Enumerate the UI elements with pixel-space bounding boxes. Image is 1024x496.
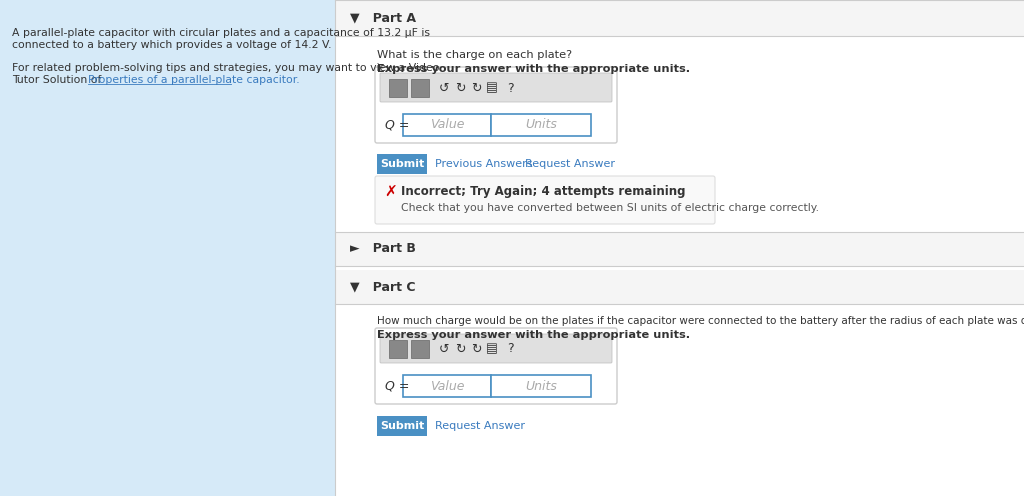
Text: Request Answer: Request Answer xyxy=(525,159,615,169)
FancyBboxPatch shape xyxy=(377,416,427,436)
Text: Properties of a parallel-plate capacitor.: Properties of a parallel-plate capacitor… xyxy=(88,75,300,85)
FancyBboxPatch shape xyxy=(389,79,407,97)
FancyBboxPatch shape xyxy=(380,334,612,363)
Text: A parallel-plate capacitor with circular plates and a capacitance of 13.2 μF is: A parallel-plate capacitor with circular… xyxy=(12,28,430,38)
Text: Incorrect; Try Again; 4 attempts remaining: Incorrect; Try Again; 4 attempts remaini… xyxy=(401,186,685,198)
Text: ▤: ▤ xyxy=(486,81,498,95)
FancyBboxPatch shape xyxy=(377,154,427,174)
Text: ↻: ↻ xyxy=(471,81,481,95)
Text: Value: Value xyxy=(430,119,464,131)
FancyBboxPatch shape xyxy=(490,375,591,397)
Text: Submit: Submit xyxy=(380,159,424,169)
FancyBboxPatch shape xyxy=(335,232,1024,266)
Text: ►   Part B: ► Part B xyxy=(350,243,416,255)
Text: Units: Units xyxy=(525,379,557,392)
Text: Express your answer with the appropriate units.: Express your answer with the appropriate… xyxy=(377,330,690,340)
Text: Q =: Q = xyxy=(385,119,410,131)
Text: ✗: ✗ xyxy=(385,185,397,199)
FancyBboxPatch shape xyxy=(403,375,490,397)
FancyBboxPatch shape xyxy=(411,79,429,97)
Text: ↻: ↻ xyxy=(471,343,481,356)
Text: ↺: ↺ xyxy=(438,343,450,356)
Text: For related problem-solving tips and strategies, you may want to view a Video: For related problem-solving tips and str… xyxy=(12,63,439,73)
Text: How much charge would be on the plates if the capacitor were connected to the ba: How much charge would be on the plates i… xyxy=(377,316,1024,326)
Text: ↻: ↻ xyxy=(455,343,465,356)
Text: ↺: ↺ xyxy=(438,81,450,95)
Text: ?: ? xyxy=(507,81,513,95)
FancyBboxPatch shape xyxy=(403,114,490,136)
FancyBboxPatch shape xyxy=(380,73,612,102)
Text: ▼   Part A: ▼ Part A xyxy=(350,11,416,24)
FancyBboxPatch shape xyxy=(335,0,1024,36)
FancyBboxPatch shape xyxy=(389,340,407,358)
Text: Tutor Solution of: Tutor Solution of xyxy=(12,75,104,85)
Text: Check that you have converted between SI units of electric charge correctly.: Check that you have converted between SI… xyxy=(401,203,819,213)
Text: ▤: ▤ xyxy=(486,343,498,356)
Text: ▼   Part C: ▼ Part C xyxy=(350,281,416,294)
Text: ↻: ↻ xyxy=(455,81,465,95)
Text: ?: ? xyxy=(507,343,513,356)
FancyBboxPatch shape xyxy=(490,114,591,136)
Text: Express your answer with the appropriate units.: Express your answer with the appropriate… xyxy=(377,64,690,74)
FancyBboxPatch shape xyxy=(411,340,429,358)
FancyBboxPatch shape xyxy=(375,328,617,404)
Text: Previous Answers: Previous Answers xyxy=(435,159,532,169)
FancyBboxPatch shape xyxy=(375,67,617,143)
Text: Request Answer: Request Answer xyxy=(435,421,525,431)
Text: Q =: Q = xyxy=(385,379,410,392)
Text: connected to a battery which provides a voltage of 14.2 V.: connected to a battery which provides a … xyxy=(12,40,332,50)
Text: Units: Units xyxy=(525,119,557,131)
Text: Submit: Submit xyxy=(380,421,424,431)
FancyBboxPatch shape xyxy=(375,176,715,224)
FancyBboxPatch shape xyxy=(335,270,1024,304)
Text: What is the charge on each plate?: What is the charge on each plate? xyxy=(377,50,572,60)
Text: Value: Value xyxy=(430,379,464,392)
FancyBboxPatch shape xyxy=(0,0,335,496)
